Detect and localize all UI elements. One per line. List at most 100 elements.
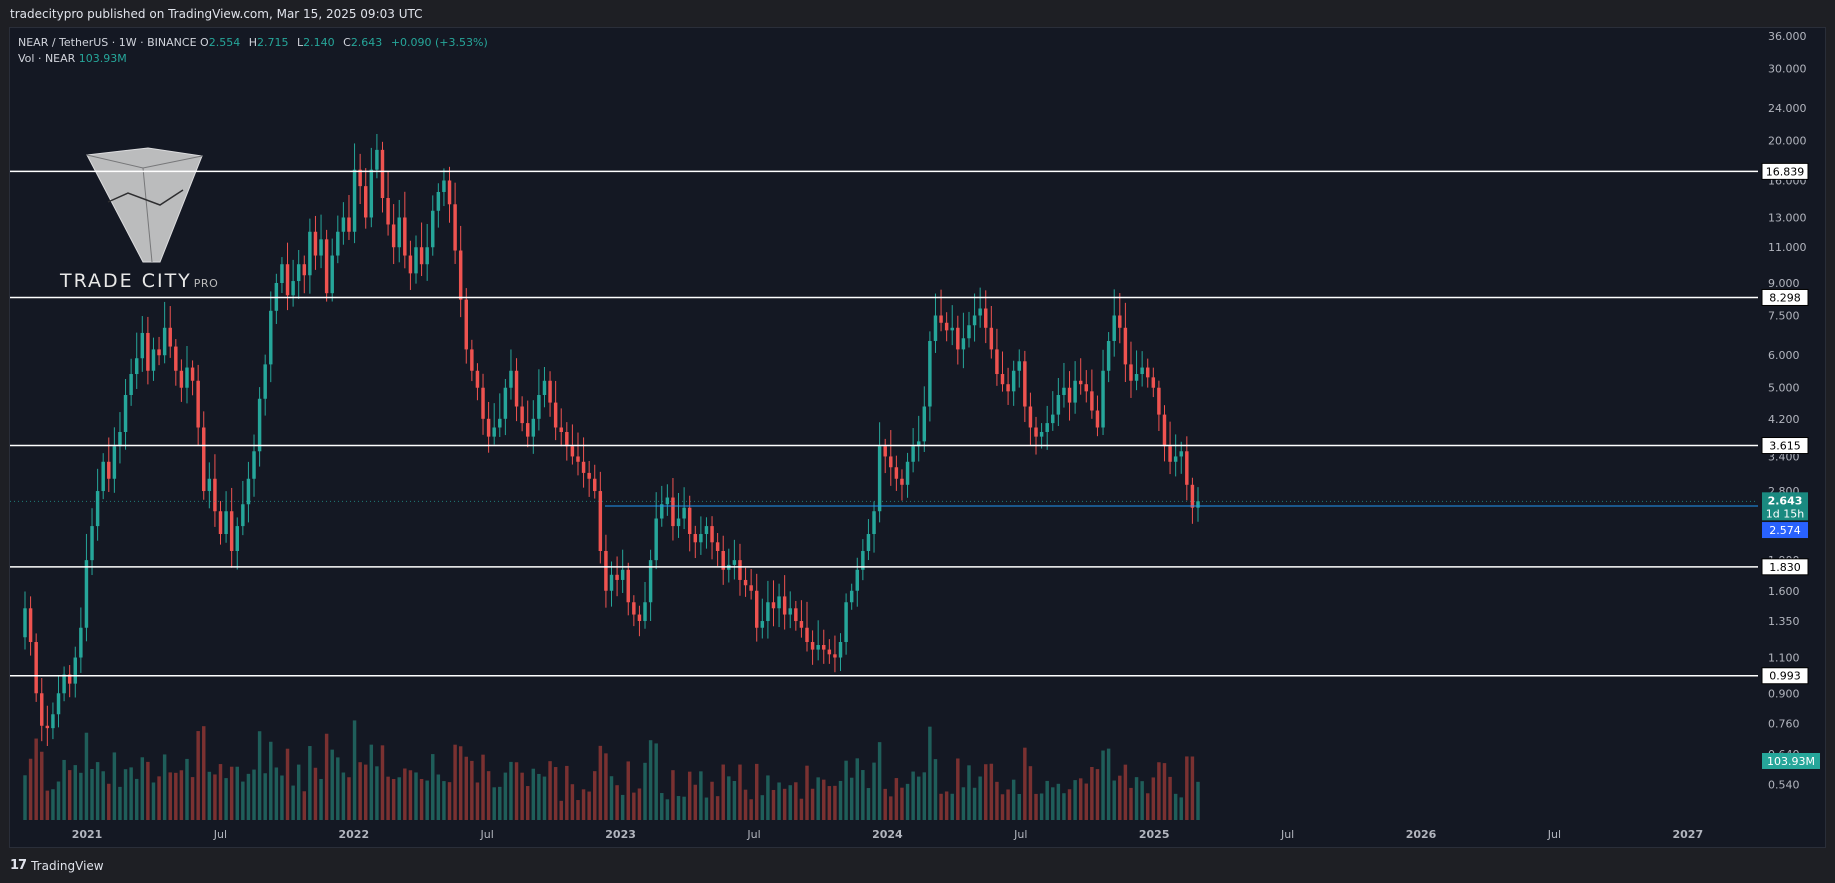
candle-body xyxy=(1084,384,1089,392)
volume-bar xyxy=(447,782,452,820)
candle-body xyxy=(794,608,798,622)
volume-bar xyxy=(1134,777,1139,820)
open-label: O xyxy=(200,36,209,49)
candle-body xyxy=(715,542,720,551)
volume-bar xyxy=(715,796,720,820)
candle-body xyxy=(302,264,307,276)
current-price-label: 2.643 xyxy=(1768,494,1803,507)
candle-body xyxy=(754,590,759,628)
volume-bar xyxy=(341,772,346,820)
candle-body xyxy=(213,478,217,512)
candle-body xyxy=(660,504,664,519)
candle-body xyxy=(1179,451,1183,457)
candle-body xyxy=(34,642,38,694)
x-tick-label: Jul xyxy=(1280,828,1294,841)
candle-body xyxy=(1067,387,1072,403)
volume-bar xyxy=(436,774,441,820)
candle-body xyxy=(609,574,614,591)
volume-bar xyxy=(285,748,290,820)
volume-bar xyxy=(710,781,714,820)
x-tick-label: 2022 xyxy=(338,828,369,841)
volume-bar xyxy=(1090,766,1094,820)
candle-body xyxy=(45,725,50,729)
volume-bar xyxy=(157,776,161,820)
x-tick-label: Jul xyxy=(1013,828,1027,841)
volume-bar xyxy=(302,791,307,820)
volume-bar xyxy=(134,778,139,820)
candle-body xyxy=(419,247,424,265)
candle-body xyxy=(771,602,776,609)
candle-body xyxy=(520,406,524,424)
volume-bar xyxy=(749,799,753,820)
candle-body xyxy=(576,456,580,462)
volume-bar xyxy=(727,776,731,820)
candle-body xyxy=(604,550,608,591)
candle-body xyxy=(246,478,251,505)
tradingview-logo[interactable]: 𝟭𝟳 TradingView xyxy=(10,858,104,873)
volume-bar xyxy=(531,768,536,820)
volume-bar xyxy=(855,758,860,820)
tradingview-brand: TradingView xyxy=(31,858,104,873)
volume-bar xyxy=(336,757,340,820)
candle-body xyxy=(632,602,636,615)
y-tick-label: 13.000 xyxy=(1768,211,1807,224)
candle-body xyxy=(593,478,597,492)
high-label: H xyxy=(248,36,257,49)
candle-body xyxy=(1168,446,1172,462)
candle-body xyxy=(961,338,966,350)
candle-body xyxy=(134,358,139,375)
level-price-tag xyxy=(1761,558,1809,576)
x-tick-label: 2026 xyxy=(1406,828,1437,841)
volume-bar xyxy=(453,744,457,820)
volume-bar xyxy=(632,792,636,820)
candle-body xyxy=(877,446,882,512)
volume-bar xyxy=(944,791,949,820)
volume-bar xyxy=(553,767,558,820)
volume-bar xyxy=(246,773,251,820)
volume-bar xyxy=(827,786,832,820)
volume-bar xyxy=(224,778,228,820)
chart-area[interactable] xyxy=(9,27,1826,848)
symbol-label[interactable]: NEAR / TetherUS · 1W · BINANCE xyxy=(18,36,197,49)
volume-row: Vol · NEAR 103.93M xyxy=(18,51,493,67)
volume-bar xyxy=(319,778,323,820)
volume-bar xyxy=(771,789,776,820)
candle-body xyxy=(129,374,133,396)
volume-bar xyxy=(961,787,966,820)
candle-body xyxy=(185,367,189,388)
candle-body xyxy=(1173,456,1178,462)
candle-body xyxy=(408,255,413,274)
volume-bar xyxy=(665,799,670,820)
candle-body xyxy=(179,370,184,388)
volume-bar xyxy=(296,764,301,820)
volume-bar xyxy=(1051,787,1055,820)
volume-bar xyxy=(1095,769,1100,820)
volume-bar xyxy=(56,781,61,820)
candle-body xyxy=(1000,374,1005,385)
candle-body xyxy=(699,534,703,543)
volume-bar xyxy=(28,758,33,820)
volume-bar xyxy=(911,771,915,820)
volume-label[interactable]: Vol · NEAR xyxy=(18,52,76,65)
candle-body xyxy=(928,340,932,407)
volume-bar xyxy=(525,786,530,820)
volume-bar xyxy=(883,788,887,820)
candle-body xyxy=(654,518,658,561)
volume-bar xyxy=(916,776,921,820)
price-chart[interactable]: 36.00030.00024.00020.00016.00013.00011.0… xyxy=(0,0,1835,851)
volume-bar xyxy=(1023,747,1027,820)
volume-bar xyxy=(956,758,960,820)
candle-body xyxy=(241,504,245,527)
volume-bar xyxy=(168,772,172,820)
candle-body xyxy=(67,674,72,684)
volume-tag-label: 103.93M xyxy=(1767,755,1815,768)
volume-bar xyxy=(699,771,703,820)
volume-bar xyxy=(1196,781,1200,820)
volume-bar xyxy=(877,742,882,820)
volume-bar xyxy=(509,761,513,820)
footer-bar xyxy=(0,851,1835,883)
candle-body xyxy=(157,349,161,356)
logo-chart-line xyxy=(107,189,184,206)
candle-body xyxy=(916,441,921,447)
open-value: 2.554 xyxy=(208,36,241,49)
